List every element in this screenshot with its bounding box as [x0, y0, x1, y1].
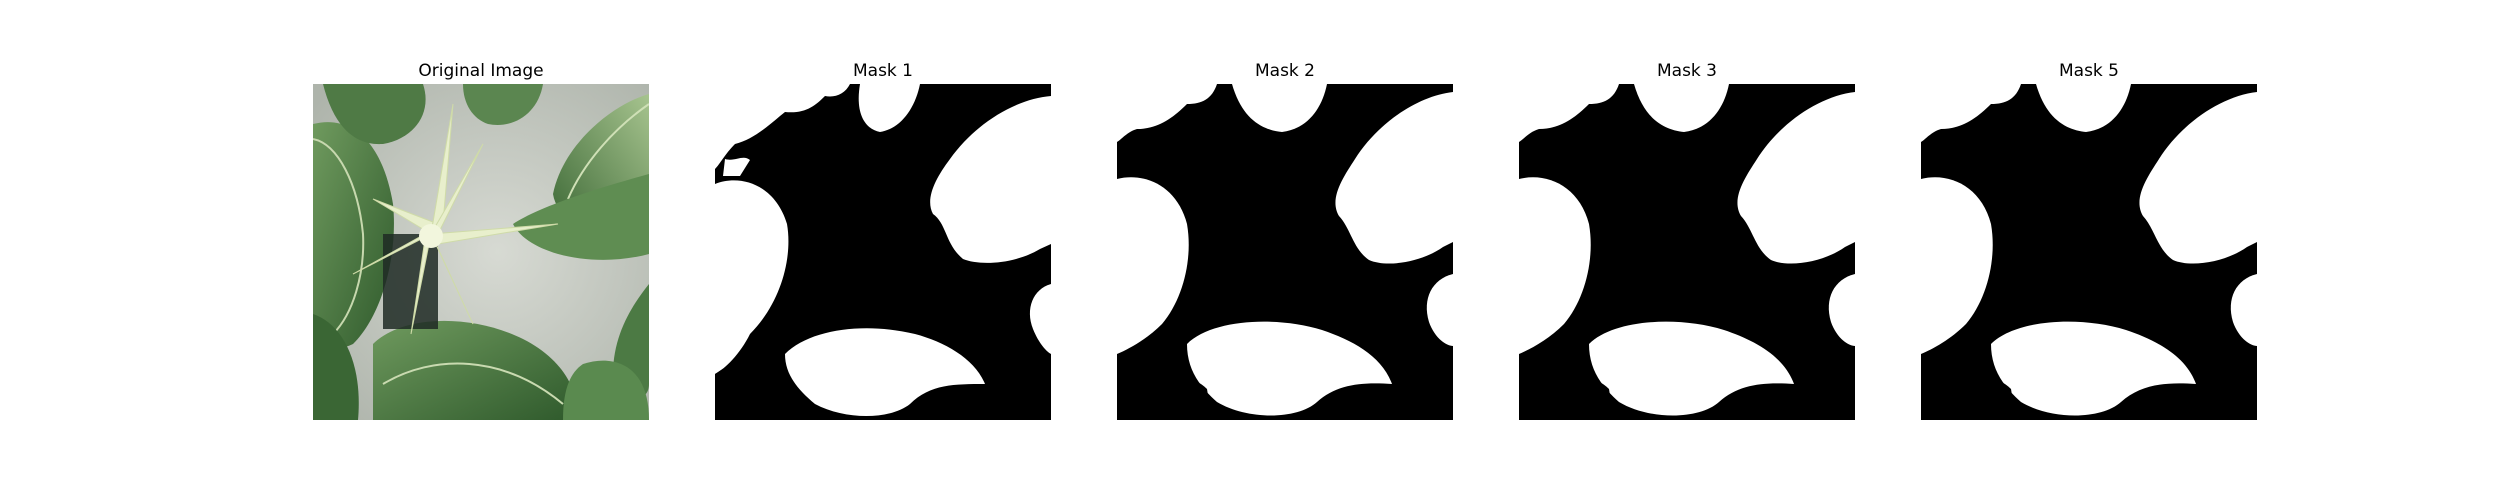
mask-5-image [1921, 84, 2257, 420]
mask-3-image [1519, 84, 1855, 420]
panel-title-mask-2: Mask 2 [1254, 61, 1315, 81]
panel-title-mask-3: Mask 3 [1656, 61, 1717, 81]
original-plant-image [313, 84, 649, 420]
panel-mask-1: Mask 1 [715, 0, 1051, 500]
panel-mask-5: Mask 5 [1921, 0, 2257, 500]
panel-mask-3: Mask 3 [1519, 0, 1855, 500]
panel-title-mask-5: Mask 5 [2058, 61, 2119, 81]
panel-title-mask-1: Mask 1 [852, 61, 913, 81]
panel-original-image: Original Image [313, 0, 649, 500]
panel-mask-2: Mask 2 [1117, 0, 1453, 500]
mask-1-image [715, 84, 1051, 420]
panel-title-original: Original Image [418, 61, 544, 81]
mask-2-image [1117, 84, 1453, 420]
